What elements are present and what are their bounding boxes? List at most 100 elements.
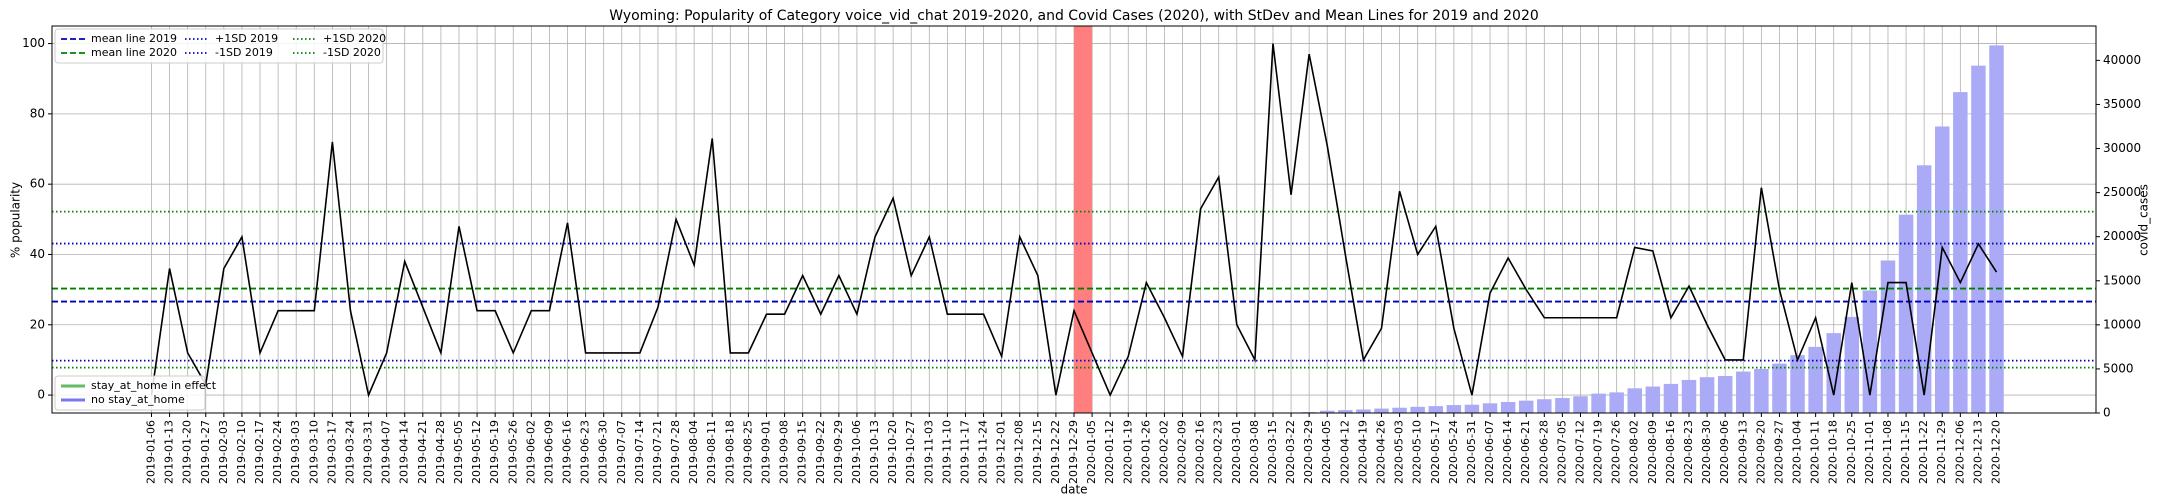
x-tick-label: 2020-08-02 xyxy=(1628,420,1641,484)
x-tick-label: 2020-03-01 xyxy=(1230,420,1243,484)
x-tick-label: 2020-11-15 xyxy=(1899,420,1912,484)
x-tick-label: 2020-09-06 xyxy=(1718,420,1731,484)
y2-tick-label: 40000 xyxy=(2103,53,2141,67)
bar xyxy=(1428,406,1444,413)
x-tick-label: 2019-01-06 xyxy=(144,420,157,484)
bar xyxy=(1663,383,1679,413)
bar xyxy=(1609,392,1624,413)
bar xyxy=(1645,386,1661,413)
x-tick-label: 2019-09-29 xyxy=(832,420,845,484)
x-tick-label: 2019-10-27 xyxy=(904,420,917,484)
x-tick-label: 2019-03-03 xyxy=(289,420,302,484)
x-tick-label: 2019-01-27 xyxy=(199,420,212,484)
x-tick-label: 2019-05-19 xyxy=(488,420,501,484)
bar xyxy=(1464,404,1480,413)
bar xyxy=(1699,377,1715,413)
x-tick-label: 2020-10-04 xyxy=(1791,420,1804,484)
x-tick-label: 2020-01-19 xyxy=(1121,420,1134,484)
x-tick-label: 2020-05-31 xyxy=(1465,420,1478,484)
bar xyxy=(1555,398,1570,413)
x-tick-label: 2019-08-04 xyxy=(687,420,700,484)
bar xyxy=(1844,316,1860,413)
x-tick-label: 2020-08-23 xyxy=(1682,420,1695,484)
x-tick-label: 2019-09-08 xyxy=(778,420,791,484)
x-tick-label: 2019-08-11 xyxy=(705,420,718,484)
bar xyxy=(1808,346,1823,413)
x-tick-label: 2020-04-26 xyxy=(1375,420,1388,484)
bar xyxy=(1410,406,1425,413)
x-tick-label: 2020-05-24 xyxy=(1447,420,1460,484)
legend-label: -1SD 2019 xyxy=(215,46,273,59)
x-tick-label: 2020-01-05 xyxy=(1085,420,1098,484)
x-tick-label: 2020-09-20 xyxy=(1754,420,1767,484)
y2-tick-label: 10000 xyxy=(2103,317,2141,331)
x-tick-label: 2019-12-08 xyxy=(1013,420,1026,484)
legend-label: mean line 2019 xyxy=(91,32,177,45)
bar xyxy=(1320,410,1335,413)
x-tick-label: 2020-05-17 xyxy=(1429,420,1442,484)
x-tick-label: 2020-06-28 xyxy=(1537,420,1550,484)
x-tick-label: 2020-01-12 xyxy=(1103,420,1116,484)
x-tick-label: 2019-04-21 xyxy=(416,420,429,484)
bar xyxy=(1935,126,1950,413)
y-tick-label: 20 xyxy=(30,317,45,331)
x-tick-label: 2019-02-03 xyxy=(217,420,230,484)
y-tick-label: 80 xyxy=(30,106,45,120)
x-tick-label: 2020-06-21 xyxy=(1519,420,1532,484)
x-tick-label: 2020-11-29 xyxy=(1935,420,1948,484)
x-tick-label: 2020-07-19 xyxy=(1592,420,1605,484)
bar xyxy=(1717,375,1733,413)
x-tick-label: 2019-05-26 xyxy=(506,420,519,484)
x-tick-label: 2020-08-16 xyxy=(1664,420,1677,484)
x-tick-label: 2020-02-23 xyxy=(1212,420,1225,484)
bar xyxy=(1537,399,1552,413)
legend-label: +1SD 2019 xyxy=(215,32,278,45)
x-tick-label: 2020-03-08 xyxy=(1248,420,1261,484)
bar xyxy=(1989,45,2004,414)
x-tick-label: 2020-07-12 xyxy=(1573,420,1586,484)
x-tick-label: 2020-12-20 xyxy=(1990,420,2003,484)
x-tick-label: 2019-12-22 xyxy=(1049,420,1062,484)
y2-tick-label: 15000 xyxy=(2103,273,2141,287)
x-tick-label: 2019-11-24 xyxy=(977,420,990,484)
x-tick-label: 2020-05-10 xyxy=(1411,420,1424,484)
x-tick-label: 2019-11-03 xyxy=(922,420,935,484)
x-tick-label: 2020-12-06 xyxy=(1953,420,1966,484)
x-tick-label: 2019-12-29 xyxy=(1067,420,1080,484)
bar xyxy=(1880,260,1896,413)
legend-label: mean line 2020 xyxy=(91,46,177,59)
x-tick-label: 2019-03-31 xyxy=(362,420,375,484)
x-tick-label: 2019-02-17 xyxy=(253,420,266,484)
x-tick-label: 2019-03-10 xyxy=(307,420,320,484)
x-tick-label: 2020-11-08 xyxy=(1881,420,1894,484)
y2-tick-label: 20000 xyxy=(2103,229,2141,243)
bar xyxy=(1790,355,1805,413)
x-tick-label: 2020-09-13 xyxy=(1736,420,1749,484)
legend-box xyxy=(54,375,206,411)
x-tick-label: 2019-09-01 xyxy=(759,420,772,484)
x-tick-label: 2019-02-10 xyxy=(235,420,248,484)
x-tick-label: 2019-07-07 xyxy=(615,420,628,484)
y2-tick-label: 5000 xyxy=(2103,361,2134,375)
legend-label: +1SD 2020 xyxy=(323,32,386,45)
x-tick-label: 2019-10-06 xyxy=(850,420,863,484)
y2-tick-label: 35000 xyxy=(2103,97,2141,111)
x-tick-label: 2019-12-01 xyxy=(995,420,1008,484)
highlight-span xyxy=(1074,26,1093,413)
bar xyxy=(1898,214,1914,413)
x-tick-label: 2020-02-02 xyxy=(1157,420,1170,484)
x-tick-label: 2020-04-19 xyxy=(1356,420,1369,484)
y2-tick-label: 30000 xyxy=(2103,141,2141,155)
bar xyxy=(1374,408,1389,413)
x-tick-label: 2020-10-25 xyxy=(1845,420,1858,484)
y-tick-label: 100 xyxy=(22,36,45,50)
x-tick-label: 2020-10-18 xyxy=(1827,420,1840,484)
x-tick-label: 2020-07-05 xyxy=(1555,420,1568,484)
x-tick-label: 2020-01-26 xyxy=(1139,420,1152,484)
bar xyxy=(1573,396,1588,413)
x-tick-label: 2019-08-25 xyxy=(741,420,754,484)
x-tick-label: 2019-06-09 xyxy=(542,420,555,484)
x-tick-label: 2020-03-29 xyxy=(1302,420,1315,484)
x-tick-label: 2020-03-22 xyxy=(1284,420,1297,484)
y-axis-label: % popularity xyxy=(9,182,23,258)
